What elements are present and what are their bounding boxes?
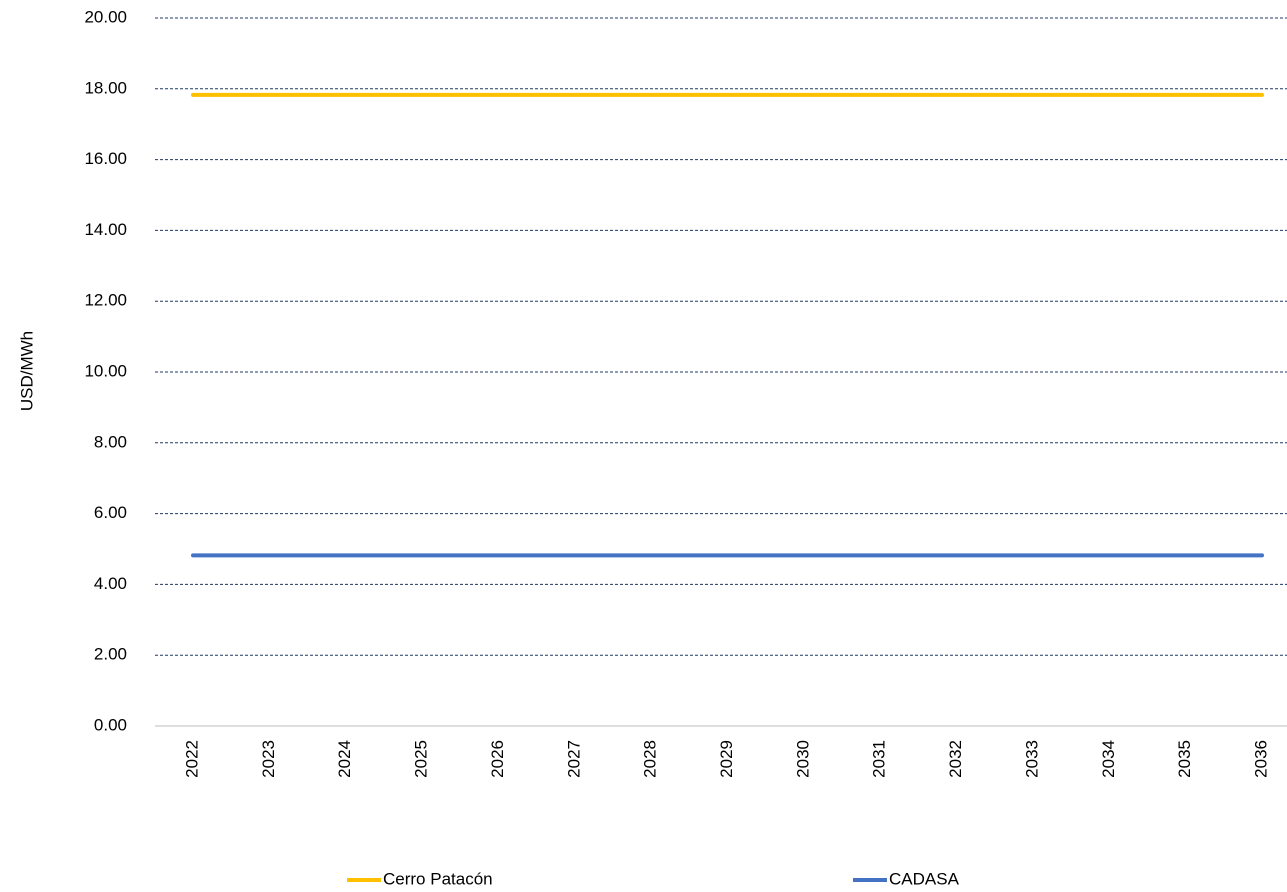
legend-label: Cerro Patacón bbox=[383, 869, 493, 888]
x-tick-label: 2026 bbox=[488, 740, 507, 778]
x-tick-label: 2035 bbox=[1175, 740, 1194, 778]
x-tick-label: 2036 bbox=[1251, 740, 1270, 778]
y-tick-label: 10.00 bbox=[84, 361, 127, 380]
x-tick-label: 2024 bbox=[335, 740, 354, 778]
x-tick-label: 2027 bbox=[564, 740, 583, 778]
y-tick-label: 20.00 bbox=[84, 7, 127, 26]
y-axis-label: USD/MWh bbox=[17, 331, 36, 411]
x-tick-label: 2031 bbox=[870, 740, 889, 778]
y-tick-label: 6.00 bbox=[94, 503, 127, 522]
y-tick-label: 12.00 bbox=[84, 291, 127, 310]
y-tick-label: 14.00 bbox=[84, 220, 127, 239]
x-tick-label: 2029 bbox=[717, 740, 736, 778]
y-tick-label: 4.00 bbox=[94, 574, 127, 593]
x-tick-label: 2022 bbox=[182, 740, 201, 778]
y-tick-label: 16.00 bbox=[84, 149, 127, 168]
x-tick-label: 2034 bbox=[1099, 740, 1118, 778]
legend-label: CADASA bbox=[889, 869, 960, 888]
x-tick-label: 2033 bbox=[1022, 740, 1041, 778]
y-tick-label: 2.00 bbox=[94, 645, 127, 664]
x-tick-label: 2030 bbox=[793, 740, 812, 778]
x-tick-label: 2023 bbox=[259, 740, 278, 778]
y-tick-label: 0.00 bbox=[94, 715, 127, 734]
y-tick-label: 8.00 bbox=[94, 432, 127, 451]
x-tick-label: 2032 bbox=[946, 740, 965, 778]
x-tick-label: 2028 bbox=[641, 740, 660, 778]
x-tick-label: 2025 bbox=[412, 740, 431, 778]
y-tick-label: 18.00 bbox=[84, 78, 127, 97]
